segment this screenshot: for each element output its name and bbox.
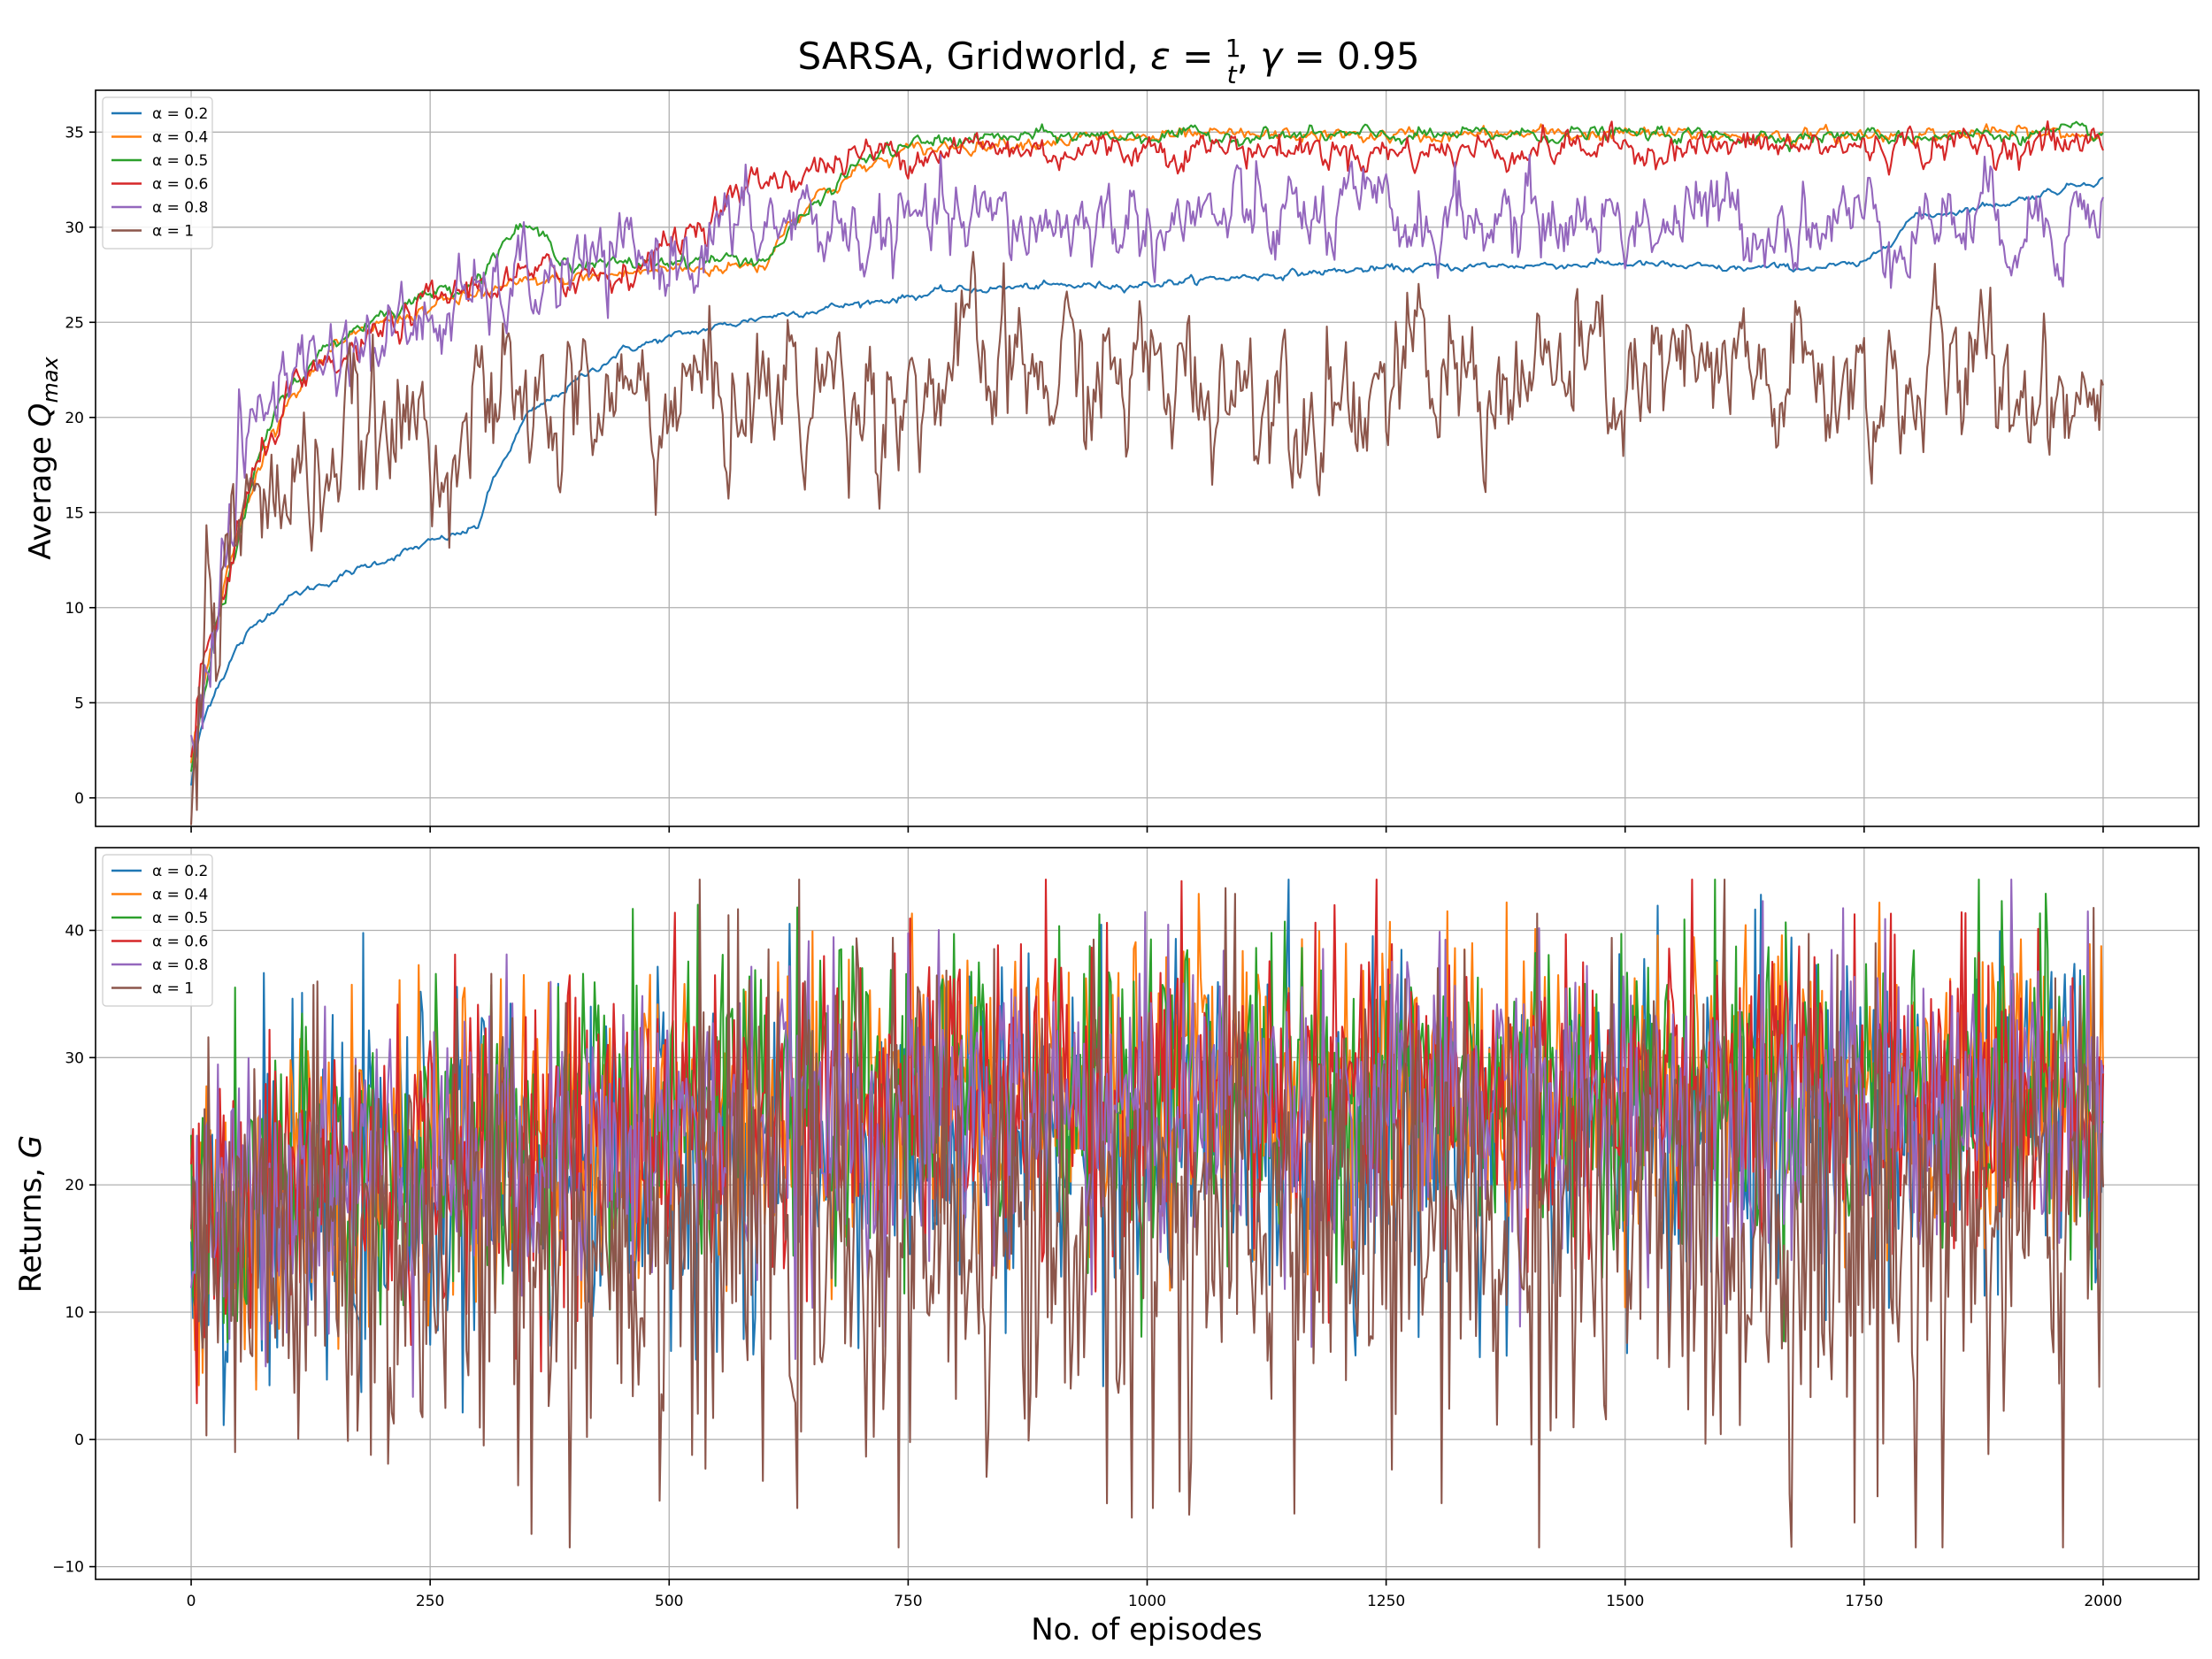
q-max-legend-label: α = 0.6 xyxy=(152,176,208,194)
returns-y-axis-label: Returns, G xyxy=(13,1135,49,1294)
returns-x-tick-label: 750 xyxy=(894,1593,922,1610)
q-max-legend-label: α = 1 xyxy=(152,223,194,241)
returns-x-tick-label: 2000 xyxy=(2084,1593,2122,1610)
q-max-y-tick-label: 0 xyxy=(74,790,84,808)
returns-legend-label: α = 0.5 xyxy=(152,910,208,927)
returns-y-tick-label: −10 xyxy=(52,1559,84,1577)
q-max-y-tick-label: 30 xyxy=(65,219,84,237)
q-max-series-line-0 xyxy=(189,176,2104,786)
q-max-legend-box xyxy=(102,96,213,250)
returns-y-tick-label: 40 xyxy=(65,922,84,940)
returns-x-tick-label: 1500 xyxy=(1606,1593,1644,1610)
q-max-legend-label: α = 0.8 xyxy=(152,199,208,217)
q-max-legend-label: α = 0.4 xyxy=(152,129,208,147)
returns-legend-label: α = 0.4 xyxy=(152,887,208,904)
q-max-series-line-4 xyxy=(189,153,2104,757)
returns-legend-label: α = 0.2 xyxy=(152,863,208,880)
q-max-y-tick-label: 35 xyxy=(65,124,84,142)
returns-x-tick-label: 1000 xyxy=(1128,1593,1166,1610)
returns-legend: α = 0.2 α = 0.4 α = 0.5 α = 0.6 α = 0.8 α = 1 xyxy=(102,854,213,1007)
returns-y-tick-label: 0 xyxy=(74,1432,84,1449)
returns-legend-label: α = 1 xyxy=(152,980,194,998)
q-max-series-line-5 xyxy=(189,250,2104,826)
returns-x-tick-label: 1750 xyxy=(1845,1593,1883,1610)
returns-x-tick-label: 0 xyxy=(187,1593,196,1610)
returns-y-tick-label: 20 xyxy=(65,1177,84,1194)
q-max-series-lines xyxy=(189,120,2104,826)
q-max-legend-label: α = 0.2 xyxy=(152,105,208,123)
q-max-y-tick-label: 10 xyxy=(65,600,84,618)
returns-panel: 0 250 500 750 1000 1250 1500 1750 2000 −10 0 10 20 30… xyxy=(13,847,2200,1610)
returns-series-lines xyxy=(189,878,2105,1549)
x-axis-title: No. of episodes xyxy=(1031,1612,1263,1647)
returns-series-line-5 xyxy=(189,878,2105,1549)
q-max-y-tick-label: 20 xyxy=(65,410,84,427)
q-max-legend: α = 0.2 α = 0.4 α = 0.5 α = 0.6 α = 0.8 α = 1 xyxy=(102,96,213,250)
returns-y-tick-label: 10 xyxy=(65,1304,84,1322)
returns-legend-label: α = 0.6 xyxy=(152,933,208,951)
q-max-series-line-3 xyxy=(189,120,2104,758)
figure-title: SARSA, Gridworld, ε = 1 t, γ = 0.95 xyxy=(797,34,1419,89)
returns-legend-label: α = 0.8 xyxy=(152,956,208,974)
q-max-y-tick-label: 5 xyxy=(74,695,84,712)
returns-x-tick-label: 500 xyxy=(655,1593,683,1610)
returns-y-tick-label: 30 xyxy=(65,1049,84,1067)
q-max-legend-label: α = 0.5 xyxy=(152,152,208,170)
q-max-y-tick-label: 25 xyxy=(65,314,84,332)
returns-legend-box xyxy=(102,854,213,1007)
q-max-series-line-2 xyxy=(189,120,2104,772)
returns-x-tick-label: 250 xyxy=(416,1593,444,1610)
q-max-y-tick-label: 15 xyxy=(65,504,84,522)
returns-x-tick-label: 1250 xyxy=(1367,1593,1405,1610)
